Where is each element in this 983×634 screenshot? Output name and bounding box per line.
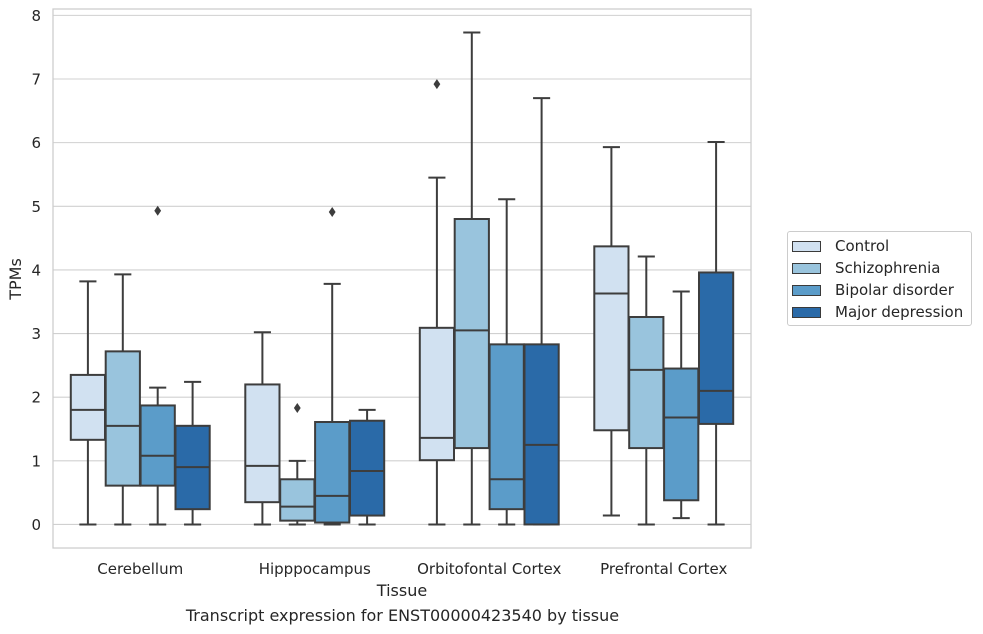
y-tick-label: 6 [31, 134, 41, 152]
legend-item-bipolar: Bipolar disorder [792, 279, 954, 301]
y-tick-labels: 0 1 2 3 4 5 6 7 8 [31, 7, 41, 534]
box [663, 290, 700, 520]
box-body [314, 421, 351, 524]
box [174, 380, 211, 526]
x-axis-label: Tissue [376, 581, 427, 600]
x-tick-label: Cerebellum [97, 560, 183, 578]
box [628, 255, 665, 526]
box-body [244, 383, 281, 504]
box [104, 273, 141, 526]
box [69, 280, 107, 526]
outlier-point [328, 207, 336, 217]
box-body [139, 404, 176, 487]
box [488, 198, 525, 526]
legend-label-bipolar: Bipolar disorder [835, 281, 954, 299]
legend-label-control: Control [835, 237, 890, 255]
legend-swatch-major-depression [792, 306, 821, 318]
box-body [348, 419, 386, 517]
legend-item-major-depression: Major depression [792, 301, 963, 323]
box-body [628, 316, 665, 450]
y-tick-label: 3 [31, 325, 41, 343]
box [139, 205, 176, 526]
plot-frame [52, 8, 752, 549]
box [279, 403, 316, 526]
y-tick-label: 4 [31, 261, 41, 279]
y-axis-label: TPMs [6, 258, 25, 301]
box [348, 408, 386, 526]
box-body [279, 478, 316, 522]
box [453, 31, 490, 526]
box-body [593, 245, 630, 432]
legend-item-control: Control [792, 235, 889, 257]
box [244, 331, 281, 526]
box-body [69, 373, 107, 441]
chart-caption: Transcript expression for ENST0000042354… [185, 606, 620, 625]
y-tick-label: 5 [31, 198, 41, 216]
outlier-point [154, 205, 162, 216]
y-tick-label: 0 [31, 516, 41, 534]
x-tick-label: Hipppocampus [259, 560, 371, 578]
x-tick-labels: Cerebellum Hipppocampus Orbitofontal Corte… [97, 560, 727, 578]
outlier-point [433, 79, 441, 90]
box-groups [69, 31, 735, 526]
box-body [697, 271, 735, 425]
box [314, 207, 351, 526]
legend-swatch-schizophrenia [792, 262, 821, 274]
legend-label-schizophrenia: Schizophrenia [835, 259, 941, 277]
box-body [523, 343, 560, 526]
box [697, 141, 735, 526]
y-tick-label: 8 [31, 7, 41, 25]
x-tick-label: Orbitofontal Cortex [417, 560, 561, 578]
y-tick-label: 2 [31, 389, 41, 407]
legend-item-schizophrenia: Schizophrenia [792, 257, 940, 279]
box [593, 146, 630, 517]
box [418, 79, 456, 526]
outlier-point [293, 403, 301, 413]
box-body [104, 350, 141, 487]
box-body [663, 367, 700, 502]
x-tick-label: Prefrontal Cortex [600, 560, 727, 578]
box-body [453, 218, 490, 450]
y-tick-label: 1 [31, 452, 41, 470]
box-body [418, 326, 456, 462]
legend: Control Schizophrenia Bipolar disorder M… [787, 231, 972, 326]
y-tick-label: 7 [31, 71, 41, 89]
box [523, 97, 560, 526]
legend-swatch-control [792, 240, 821, 252]
legend-swatch-bipolar [792, 284, 821, 296]
legend-label-major-depression: Major depression [835, 303, 964, 321]
box-body [488, 343, 525, 511]
